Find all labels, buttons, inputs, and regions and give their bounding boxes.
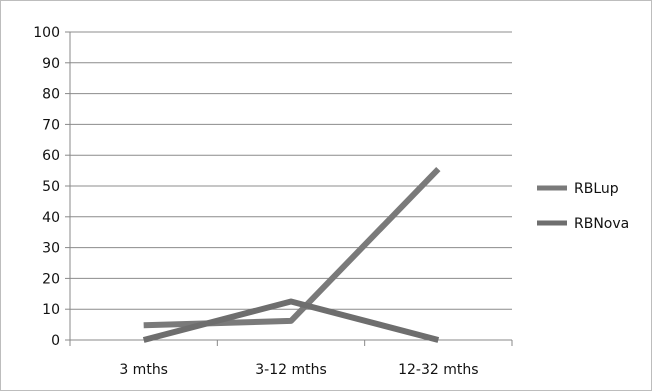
x-tick-label: 12-32 mths <box>398 362 478 378</box>
x-tick-label: 3 mths <box>119 362 168 378</box>
x-tick-label: 3-12 mths <box>255 362 327 378</box>
grid <box>70 31 512 310</box>
legend-label-rbnova: RBNova <box>574 216 629 232</box>
series-lines <box>142 166 441 343</box>
y-tick-label: 70 <box>42 117 60 133</box>
y-tick-label: 100 <box>33 25 60 41</box>
y-tick-labels: 0 10 20 30 40 50 60 70 80 90 100 <box>33 25 70 349</box>
y-tick-label: 80 <box>42 87 60 103</box>
x-tick-labels: 3 mths 3-12 mths 12-32 mths <box>69 340 513 378</box>
y-tick-label: 20 <box>42 271 60 287</box>
legend-label-rblup: RBLup <box>574 181 619 197</box>
y-tick-label: 10 <box>42 302 60 318</box>
series-line-rblup <box>143 166 441 329</box>
y-tick-label: 60 <box>42 148 60 164</box>
legend: RBLup RBNova <box>537 181 629 232</box>
y-tick-label: 90 <box>42 56 60 72</box>
y-tick-label: 50 <box>42 179 60 195</box>
y-tick-label: 0 <box>51 333 60 349</box>
series-line-rbnova <box>142 298 440 343</box>
y-tick-label: 30 <box>42 241 60 257</box>
y-tick-label: 40 <box>42 210 60 226</box>
